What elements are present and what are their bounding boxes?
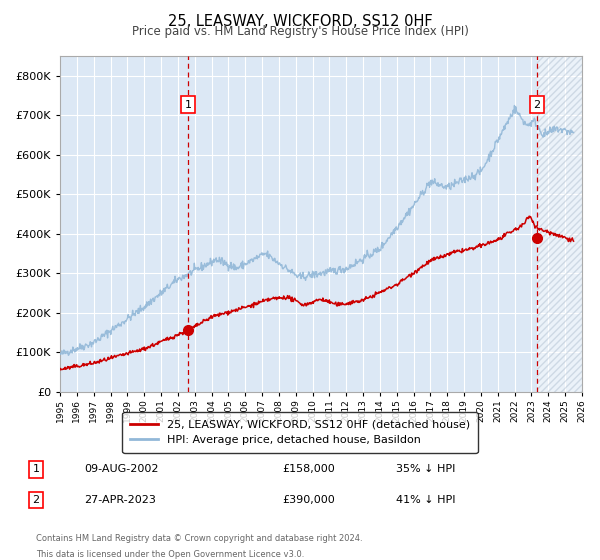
Text: This data is licensed under the Open Government Licence v3.0.: This data is licensed under the Open Gov… — [36, 550, 304, 559]
Text: 09-AUG-2002: 09-AUG-2002 — [84, 464, 158, 474]
Text: 1: 1 — [184, 100, 191, 110]
Text: £158,000: £158,000 — [282, 464, 335, 474]
Text: 27-APR-2023: 27-APR-2023 — [84, 495, 156, 505]
Legend: 25, LEASWAY, WICKFORD, SS12 0HF (detached house), HPI: Average price, detached h: 25, LEASWAY, WICKFORD, SS12 0HF (detache… — [122, 412, 478, 453]
Bar — [537, 56, 582, 392]
Text: 25, LEASWAY, WICKFORD, SS12 0HF: 25, LEASWAY, WICKFORD, SS12 0HF — [167, 14, 433, 29]
Text: 35% ↓ HPI: 35% ↓ HPI — [396, 464, 455, 474]
Text: £390,000: £390,000 — [282, 495, 335, 505]
Text: Price paid vs. HM Land Registry's House Price Index (HPI): Price paid vs. HM Land Registry's House … — [131, 25, 469, 38]
Text: 1: 1 — [32, 464, 40, 474]
Text: 2: 2 — [533, 100, 541, 110]
Text: Contains HM Land Registry data © Crown copyright and database right 2024.: Contains HM Land Registry data © Crown c… — [36, 534, 362, 543]
Text: 41% ↓ HPI: 41% ↓ HPI — [396, 495, 455, 505]
Text: 2: 2 — [32, 495, 40, 505]
